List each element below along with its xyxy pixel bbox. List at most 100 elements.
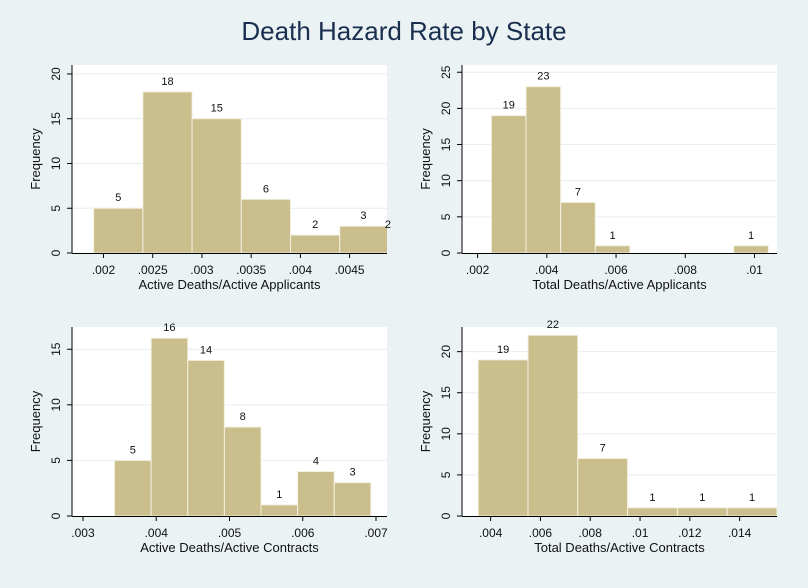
bars: [93, 91, 387, 253]
y-axis-title: Frequency: [28, 390, 43, 452]
bar-value-label: 2: [385, 219, 391, 231]
x-tick-label: .003: [190, 263, 214, 277]
histogram-bar: [527, 334, 579, 516]
bar-value-label: 2: [312, 219, 318, 231]
bar-value-label: 3: [350, 467, 356, 479]
y-axis-title: Frequency: [28, 128, 43, 190]
y-tick-label: 0: [439, 249, 453, 256]
histogram-bar: [525, 86, 562, 253]
x-tick-label: .004: [145, 526, 169, 540]
y-tick-label: 5: [439, 213, 453, 220]
histogram-bar: [594, 245, 631, 253]
y-tick-label: 5: [439, 471, 453, 478]
x-tick-label: .004: [535, 263, 559, 277]
bar-value-label: 7: [575, 186, 581, 198]
bar-value-label: 8: [240, 411, 246, 423]
x-tick-label: .008: [579, 526, 603, 540]
x-axis-title: Active Deaths/Active Applicants: [138, 277, 321, 292]
bar-value-label: 3: [360, 210, 366, 222]
bar-value-label: 4: [313, 456, 319, 468]
x-tick-label: .01: [746, 263, 763, 277]
y-tick-label: 5: [49, 205, 63, 212]
histogram-bar: [676, 507, 728, 516]
panel-active-deaths-active-contracts: 516148143051015.003.004.005.006.007Activ…: [28, 322, 388, 555]
x-tick-label: .008: [674, 263, 698, 277]
bar-value-label: 6: [263, 183, 269, 195]
bar-value-label: 5: [115, 192, 121, 204]
y-tick-label: 0: [49, 249, 63, 256]
y-tick-label: 15: [439, 386, 453, 400]
histogram-bar: [733, 245, 769, 253]
histogram-bar: [490, 115, 527, 253]
x-tick-label: .006: [529, 526, 553, 540]
bars: [113, 337, 372, 516]
histogram-bar: [113, 459, 152, 516]
x-tick-label: .0025: [138, 263, 168, 277]
histogram-bar: [187, 359, 225, 516]
histogram-bar: [726, 507, 777, 516]
y-tick-label: 10: [49, 398, 63, 412]
histogram-bar: [477, 359, 529, 516]
y-tick-label: 15: [49, 342, 63, 356]
histogram-bar: [240, 198, 292, 253]
y-tick-label: 0: [439, 512, 453, 519]
bar-value-label: 15: [211, 103, 223, 115]
histogram-bar: [339, 225, 387, 253]
y-tick-label: 20: [439, 345, 453, 359]
bar-value-label: 22: [547, 319, 559, 331]
histogram-bar: [577, 457, 629, 516]
histogram-bar: [560, 201, 596, 253]
histogram-bar: [191, 118, 242, 253]
bar-value-label: 19: [503, 100, 515, 112]
histogram-bar: [627, 507, 678, 516]
histogram-bar: [290, 234, 341, 253]
bar-value-label: 1: [610, 230, 616, 242]
bar-value-label: 19: [497, 344, 509, 356]
bar-value-label: 5: [130, 444, 136, 456]
bar-value-label: 1: [649, 492, 655, 504]
y-tick-label: 10: [439, 174, 453, 188]
x-tick-label: .0035: [236, 263, 266, 277]
panel-active-deaths-active-applicants: 51815623205101520.002.0025.003.0035.004.…: [28, 65, 391, 292]
x-axis-title: Total Deaths/Active Applicants: [532, 277, 707, 292]
x-tick-label: .01: [632, 526, 649, 540]
y-tick-label: 20: [439, 101, 453, 115]
x-tick-label: .003: [71, 526, 95, 540]
histogram-bar: [223, 426, 262, 516]
y-tick-label: 10: [49, 156, 63, 170]
bar-value-label: 14: [200, 344, 212, 356]
y-tick-label: 15: [439, 138, 453, 152]
histogram-bar: [142, 91, 193, 253]
x-tick-label: .014: [728, 526, 752, 540]
bar-value-label: 7: [600, 442, 606, 454]
x-tick-label: .006: [604, 263, 628, 277]
histogram-bar: [297, 471, 335, 516]
bars: [490, 86, 769, 253]
bar-value-label: 1: [749, 492, 755, 504]
y-tick-label: 0: [49, 512, 63, 519]
bar-value-label: 1: [748, 230, 754, 242]
x-tick-label: .005: [218, 526, 242, 540]
figure-title: Death Hazard Rate by State: [241, 16, 566, 46]
x-tick-label: .0045: [335, 263, 365, 277]
histogram-bar: [150, 337, 189, 516]
x-tick-label: .007: [364, 526, 388, 540]
y-axis-title: Frequency: [418, 390, 433, 452]
bar-value-label: 18: [161, 76, 173, 88]
y-tick-label: 10: [439, 427, 453, 441]
bar-value-label: 1: [699, 492, 705, 504]
x-tick-label: .004: [289, 263, 313, 277]
bars: [477, 334, 777, 516]
y-tick-label: 5: [49, 457, 63, 464]
y-tick-label: 15: [49, 112, 63, 126]
histogram-bar: [260, 504, 299, 516]
bar-value-label: 1: [276, 489, 282, 501]
y-tick-label: 25: [439, 65, 453, 79]
x-tick-label: .006: [291, 526, 315, 540]
x-tick-label: .012: [678, 526, 702, 540]
histogram-bar: [93, 207, 144, 253]
x-tick-label: .002: [466, 263, 490, 277]
